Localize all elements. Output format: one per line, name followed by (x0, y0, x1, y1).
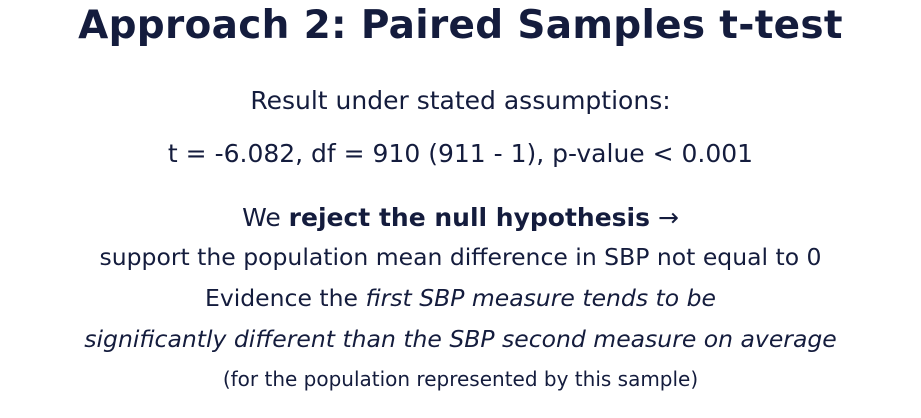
slide-title: Approach 2: Paired Samples t-test (78, 3, 843, 48)
reject-null-text: reject the null hypothesis (288, 203, 650, 232)
evidence-italic-1: first SBP measure tends to be (365, 284, 716, 312)
arrow-symbol: → (650, 203, 679, 232)
conclusion-we: We (242, 203, 289, 232)
support-statement: support the population mean difference i… (99, 243, 822, 271)
evidence-line-1: Evidence the first SBP measure tends to … (0, 282, 921, 314)
test-statistics: t = -6.082, df = 910 (911 - 1), p-value … (167, 139, 754, 168)
evidence-line-2: significantly different than the SBP sec… (84, 325, 837, 353)
population-note: (for the population represented by this … (222, 367, 699, 391)
evidence-prefix: Evidence the (204, 284, 366, 312)
result-heading: Result under stated assumptions: (250, 86, 671, 115)
conclusion-line: We reject the null hypothesis → (0, 202, 921, 234)
